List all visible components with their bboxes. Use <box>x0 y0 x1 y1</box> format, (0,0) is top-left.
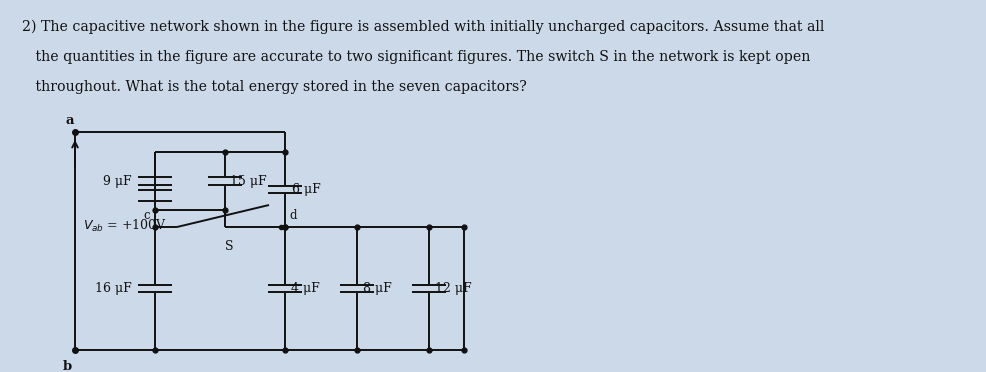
Text: S: S <box>225 240 234 253</box>
Text: the quantities in the figure are accurate to two significant figures. The switch: the quantities in the figure are accurat… <box>22 50 810 64</box>
Text: $V_{ab}$ = +100V: $V_{ab}$ = +100V <box>83 218 167 234</box>
Text: 15 μF: 15 μF <box>230 174 266 187</box>
Text: throughout. What is the total energy stored in the seven capacitors?: throughout. What is the total energy sto… <box>22 80 527 94</box>
Text: b: b <box>63 360 72 372</box>
Text: 2) The capacitive network shown in the figure is assembled with initially unchar: 2) The capacitive network shown in the f… <box>22 20 823 34</box>
Text: d: d <box>289 209 296 222</box>
Text: c: c <box>143 209 150 222</box>
Text: 4 μF: 4 μF <box>291 282 319 295</box>
Text: 6 μF: 6 μF <box>292 183 320 196</box>
Text: a: a <box>65 114 73 127</box>
Text: 9 μF: 9 μF <box>103 174 131 187</box>
Text: 12 μF: 12 μF <box>435 282 471 295</box>
Text: 8 μF: 8 μF <box>363 282 391 295</box>
Text: 16 μF: 16 μF <box>95 282 131 295</box>
